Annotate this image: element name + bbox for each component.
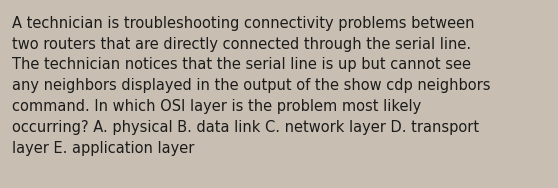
Text: A technician is troubleshooting connectivity problems between
two routers that a: A technician is troubleshooting connecti… [12,16,491,155]
